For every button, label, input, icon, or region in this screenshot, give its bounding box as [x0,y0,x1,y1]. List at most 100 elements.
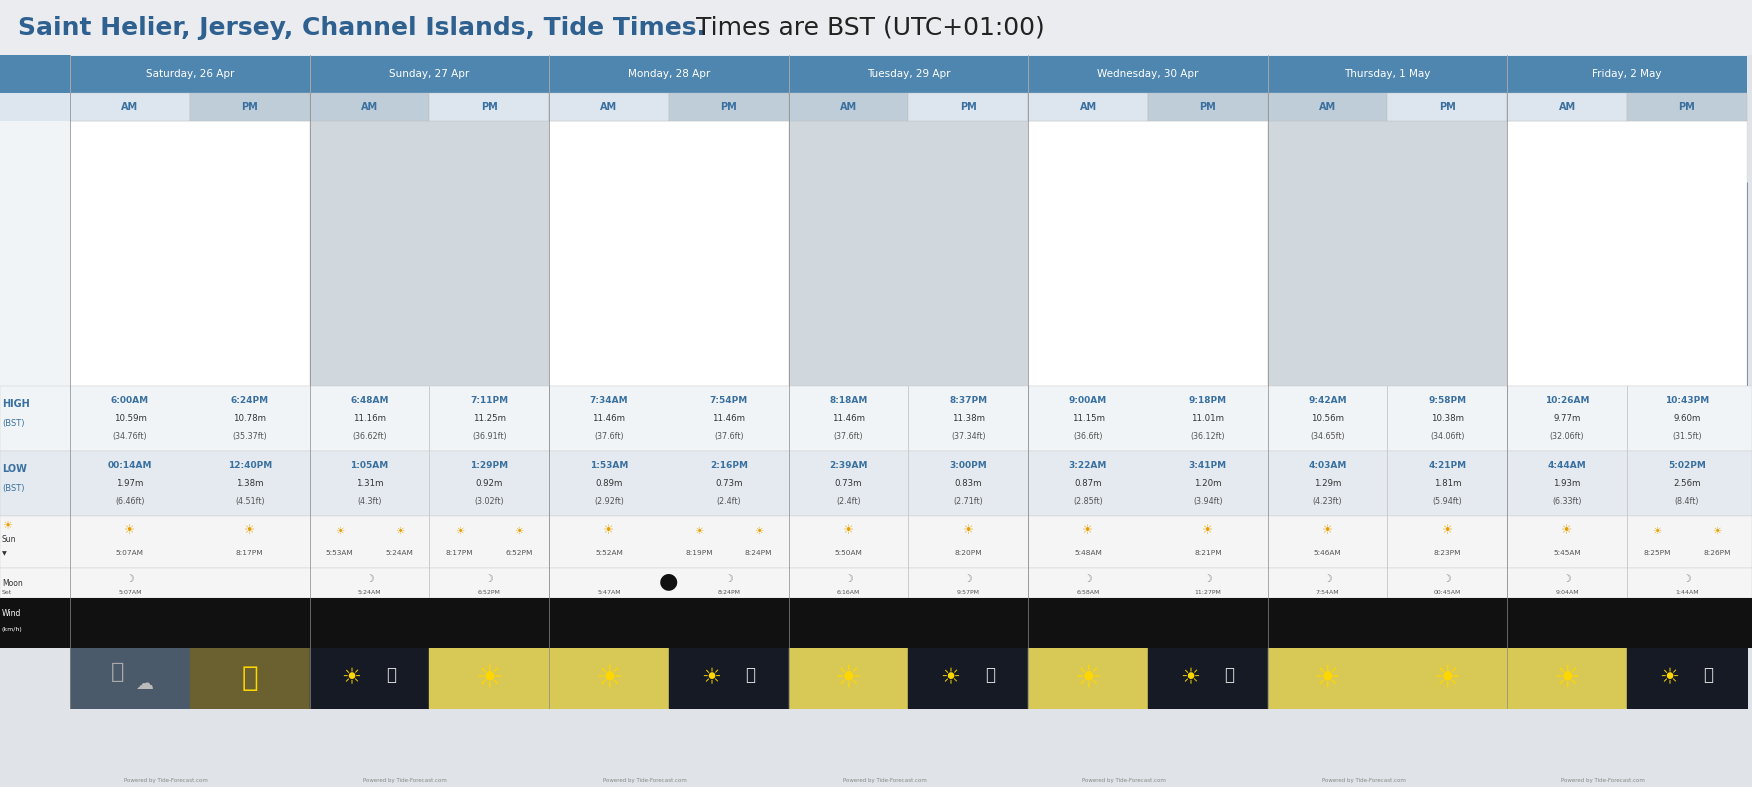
Text: 8:25PM: 8:25PM [1643,550,1671,556]
Text: Powered by Tide-Forecast.com: Powered by Tide-Forecast.com [843,778,927,783]
Text: PM: PM [1200,102,1216,112]
Text: 3:00PM: 3:00PM [950,461,986,470]
Text: 20: 20 [988,620,997,626]
Text: Sun: Sun [2,535,16,544]
Text: PM: PM [242,102,258,112]
Text: 3:22AM: 3:22AM [1069,461,1107,470]
Text: 11.15m: 11.15m [1072,414,1104,423]
Text: 20: 20 [93,620,103,626]
Text: (BST): (BST) [2,419,25,428]
Bar [1268,121,1507,386]
Bar [788,121,1028,386]
Circle shape [1193,511,1239,735]
Text: (5.94ft): (5.94ft) [1433,497,1463,506]
Text: (34.65ft): (34.65ft) [1310,432,1346,442]
Text: 0.83m: 0.83m [955,479,983,488]
Text: ☀: ☀ [1554,663,1580,693]
Bar [1507,121,1747,386]
Text: (8.4ft): (8.4ft) [1675,497,1699,506]
Text: 20: 20 [820,620,829,626]
Circle shape [858,511,902,735]
Text: (4.23ft): (4.23ft) [1312,497,1342,506]
Text: 🌙: 🌙 [985,666,995,684]
Text: (35.37ft): (35.37ft) [233,432,266,442]
Text: ●: ● [659,571,678,592]
Bar [310,121,548,386]
Text: 6:24PM: 6:24PM [231,396,268,405]
Text: 1:44AM: 1:44AM [1675,590,1699,595]
Text: ☀: ☀ [456,526,464,536]
Text: 15: 15 [429,620,438,626]
Text: 4:21PM: 4:21PM [1428,461,1466,470]
Text: 5:53AM: 5:53AM [326,550,354,556]
Text: 00:45AM: 00:45AM [1433,590,1461,595]
Text: HIGH: HIGH [2,399,30,409]
Text: LOW: LOW [2,464,26,475]
Text: ☀: ☀ [1442,524,1452,537]
Text: ☽: ☽ [364,574,373,583]
Text: ☽: ☽ [1444,574,1452,583]
Text: 8:19PM: 8:19PM [685,550,713,556]
Text: 5:50AM: 5:50AM [834,550,862,556]
Text: ▼: ▼ [2,551,7,556]
Circle shape [634,511,680,735]
Text: 1:29PM: 1:29PM [470,461,508,470]
Text: 15: 15 [1379,620,1388,626]
Text: PM: PM [1678,102,1696,112]
Text: 11.46m: 11.46m [592,414,625,423]
Text: 🌧: 🌧 [112,662,124,682]
Text: (2.71ft): (2.71ft) [953,497,983,506]
Text: 1.97m: 1.97m [116,479,144,488]
Text: 15: 15 [317,620,326,626]
Text: 11:27PM: 11:27PM [1195,590,1221,595]
Text: ☀: ☀ [515,526,524,536]
Circle shape [971,511,1014,735]
Text: (37.6ft): (37.6ft) [715,432,743,442]
Text: ☀: ☀ [1202,524,1214,537]
Text: PM: PM [480,102,498,112]
Text: Thursday, 1 May: Thursday, 1 May [1344,69,1431,79]
Circle shape [1025,511,1070,735]
Text: ☀: ☀ [124,524,135,537]
Text: 40: 40 [1713,620,1724,626]
Text: (37.34ft): (37.34ft) [951,432,986,442]
Text: 7:11PM: 7:11PM [470,396,508,405]
Circle shape [578,511,624,735]
Text: 4:03AM: 4:03AM [1309,461,1347,470]
Text: 15: 15 [261,620,270,626]
Text: 9:42AM: 9:42AM [1309,396,1347,405]
Text: ☀: ☀ [1433,663,1461,693]
Text: 5:47AM: 5:47AM [597,590,620,595]
Text: (4.51ft): (4.51ft) [235,497,265,506]
Text: (32.06ft): (32.06ft) [1551,432,1584,442]
Text: ☽: ☽ [1563,574,1572,583]
Circle shape [690,511,736,735]
Text: 10:43PM: 10:43PM [1664,396,1708,405]
Text: ☀: ☀ [394,526,405,536]
Text: 9:18PM: 9:18PM [1190,396,1226,405]
Text: 9:00AM: 9:00AM [1069,396,1107,405]
Text: ☀: ☀ [2,522,12,531]
Text: 1:53AM: 1:53AM [590,461,629,470]
Text: (3.02ft): (3.02ft) [475,497,505,506]
Text: ☀: ☀ [694,526,704,536]
Text: ☀: ☀ [701,668,720,688]
Bar [1028,121,1268,386]
Circle shape [802,511,846,735]
Text: (4.3ft): (4.3ft) [357,497,382,506]
Text: 15: 15 [1267,620,1277,626]
Text: 8:24PM: 8:24PM [745,550,773,556]
Text: ☀: ☀ [941,668,960,688]
Text: AM: AM [1079,102,1097,112]
Text: Saturday, 26 Apr: Saturday, 26 Apr [145,69,235,79]
Text: PM: PM [1438,102,1456,112]
Circle shape [1529,511,1573,735]
Text: ☀: ☀ [1323,524,1333,537]
Text: 5:24AM: 5:24AM [357,590,382,595]
Text: (37.6ft): (37.6ft) [594,432,624,442]
Text: 15: 15 [1435,620,1444,626]
Text: (2.4ft): (2.4ft) [717,497,741,506]
Text: ☀: ☀ [962,524,974,537]
Circle shape [131,511,177,735]
Text: 8:17PM: 8:17PM [237,550,263,556]
